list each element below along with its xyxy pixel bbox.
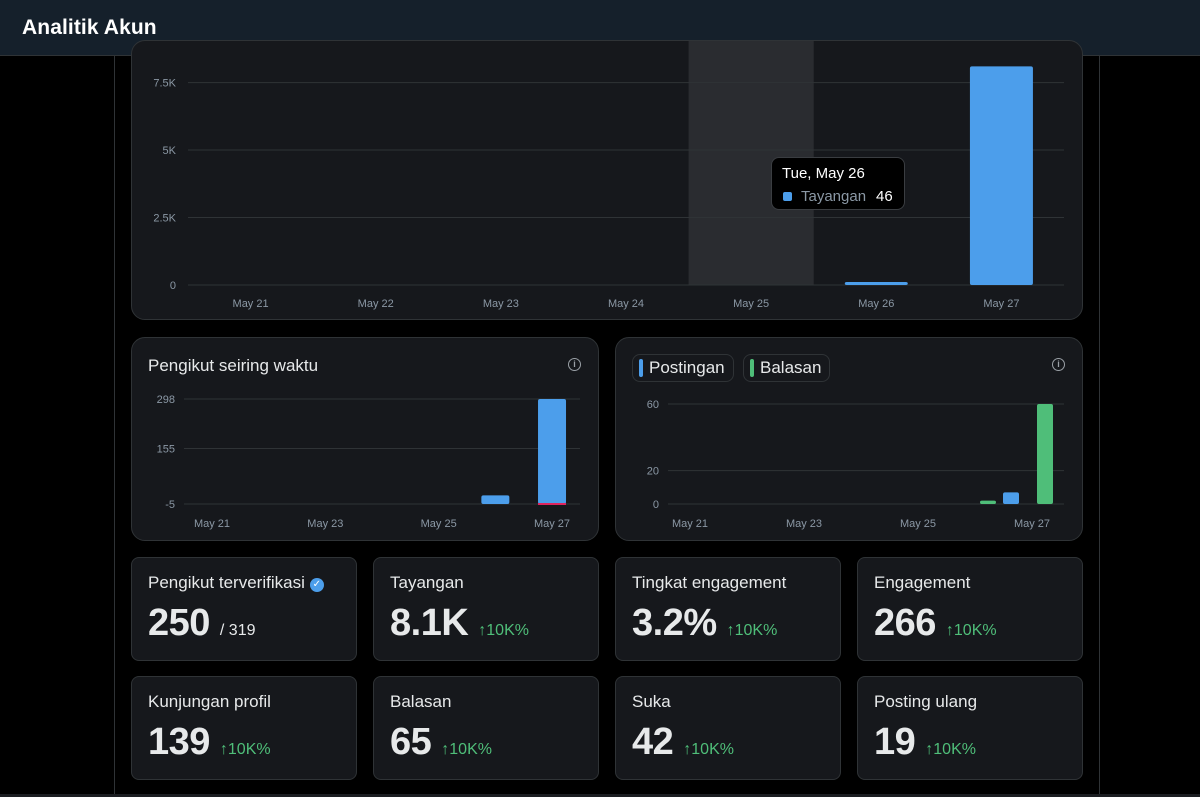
stat-label: Suka <box>632 692 671 711</box>
stat-delta: ↑10K% <box>925 741 976 758</box>
content-border-left <box>114 56 115 797</box>
stat-delta: ↑10K% <box>683 741 734 758</box>
verified-badge-icon: ✓ <box>309 578 324 592</box>
posts-chart[interactable]: 0 20 60 May 21 May 23 May 25 May 27 <box>616 338 1083 541</box>
stat-value-row: 8.1K ↑10K% <box>390 602 529 645</box>
x-tick-label: May 23 <box>786 518 822 530</box>
x-tick-label: May 27 <box>1014 518 1050 530</box>
stat-label: Balasan <box>390 692 452 711</box>
stat-value-row: 42 ↑10K% <box>632 721 734 764</box>
stat-total: / 319 <box>219 622 256 639</box>
stat-value-row: 266 ↑10K% <box>874 602 997 645</box>
stat-value: 8.1K <box>390 602 469 644</box>
x-tick-label: May 25 <box>733 298 769 310</box>
stat-card-engagement[interactable]: Engagement 266 ↑10K% <box>857 557 1083 661</box>
y-tick-label: 0 <box>653 499 659 511</box>
stat-label: Engagement <box>874 573 971 592</box>
stat-delta: ↑10K% <box>945 622 997 639</box>
y-tick-label: 60 <box>647 399 659 411</box>
stat-delta: ↑10K% <box>441 741 492 758</box>
y-tick-label: -5 <box>165 499 175 511</box>
bar-tayangan <box>844 282 908 285</box>
stat-value: 266 <box>874 602 936 644</box>
stat-value: 139 <box>148 721 210 763</box>
bottom-divider <box>0 794 1200 797</box>
stat-card-reposts[interactable]: Posting ulang 19 ↑10K% <box>857 676 1083 780</box>
x-tick-label: May 22 <box>358 298 394 310</box>
x-tick-label: May 21 <box>672 518 708 530</box>
y-tick-label: 7.5K <box>153 78 176 90</box>
tooltip-date: Tue, May 26 <box>782 165 865 182</box>
tooltip-label: Tayangan <box>801 188 867 205</box>
stat-label: Posting ulang <box>874 692 978 711</box>
bar-balasan <box>1037 404 1053 504</box>
stat-value: 19 <box>874 721 916 763</box>
x-tick-label: May 24 <box>608 298 644 310</box>
tooltip-swatch <box>783 192 792 201</box>
stat-label-text: Pengikut terverifikasi <box>148 573 305 592</box>
info-icon[interactable]: i <box>1052 358 1065 371</box>
stat-card-engagement-rate[interactable]: Tingkat engagement 3.2% ↑10K% <box>615 557 841 661</box>
legend-postingan[interactable]: Postingan <box>632 354 734 382</box>
stat-value-row: 250 / 319 <box>148 602 256 645</box>
y-tick-label: 5K <box>163 145 177 157</box>
x-tick-label: May 21 <box>194 518 230 530</box>
bar-followers <box>538 399 567 504</box>
stat-value: 42 <box>632 721 674 763</box>
stat-value-row: 19 ↑10K% <box>874 721 976 764</box>
stat-label: Kunjungan profil <box>148 692 271 711</box>
stat-delta: ↑10K% <box>219 741 271 758</box>
stat-label: Tingkat engagement <box>632 573 787 592</box>
y-tick-label: 20 <box>647 466 659 478</box>
y-tick-label: 155 <box>157 444 175 456</box>
stat-label: Tayangan <box>390 573 464 592</box>
bar-tayangan <box>969 66 1033 286</box>
legend-label-postingan: Postingan <box>649 358 725 377</box>
x-tick-label: May 23 <box>483 298 519 310</box>
stat-card-likes[interactable]: Suka 42 ↑10K% <box>615 676 841 780</box>
bar-followers-lost <box>538 503 567 505</box>
stat-label: Pengikut terverifikasi ✓ <box>148 573 324 593</box>
x-tick-label: May 25 <box>900 518 936 530</box>
impressions-chart[interactable]: 0 2.5K 5K 7.5K May 21 May 22 May 23 May 24 May 2… <box>132 41 1083 320</box>
tooltip-value: 46 <box>876 188 893 205</box>
legend-balasan[interactable]: Balasan <box>743 354 831 382</box>
legend-label-balasan: Balasan <box>760 358 822 377</box>
impressions-chart-panel: 0 2.5K 5K 7.5K May 21 May 22 May 23 May 24 May 2… <box>131 40 1083 320</box>
bar-postingan <box>1003 492 1019 504</box>
stat-value: 65 <box>390 721 432 763</box>
stat-delta: ↑10K% <box>478 622 529 639</box>
x-tick-label: May 21 <box>233 298 269 310</box>
followers-chart-panel: -5 155 298 May 21 May 23 May 25 May 27 Pengiku… <box>131 337 599 541</box>
x-tick-label: May 27 <box>983 298 1019 310</box>
stat-card-replies[interactable]: Balasan 65 ↑10K% <box>373 676 599 780</box>
stat-card-profile-visits[interactable]: Kunjungan profil 139 ↑10K% <box>131 676 357 780</box>
stat-card-impressions[interactable]: Tayangan 8.1K ↑10K% <box>373 557 599 661</box>
followers-chart[interactable]: -5 155 298 May 21 May 23 May 25 May 27 <box>132 338 599 541</box>
stat-value-row: 3.2% ↑10K% <box>632 602 777 645</box>
content-border-right <box>1099 56 1100 797</box>
bar-balasan <box>980 500 996 504</box>
stat-value: 3.2% <box>632 602 717 644</box>
stat-delta: ↑10K% <box>726 622 778 639</box>
stat-value-row: 65 ↑10K% <box>390 721 492 764</box>
y-tick-label: 2.5K <box>153 213 176 225</box>
x-tick-label: May 23 <box>307 518 343 530</box>
posts-chart-panel: 0 20 60 May 21 May 23 May 25 May 27 Postingan … <box>615 337 1083 541</box>
bar-followers <box>481 495 510 504</box>
x-tick-label: May 26 <box>858 298 894 310</box>
x-tick-label: May 25 <box>421 518 457 530</box>
chart-tooltip: Tue, May 26 Tayangan 46 <box>771 157 905 210</box>
page-title: Analitik Akun <box>22 16 157 39</box>
stat-value-row: 139 ↑10K% <box>148 721 271 764</box>
stat-card-verified-followers[interactable]: Pengikut terverifikasi ✓ 250 / 319 <box>131 557 357 661</box>
x-tick-label: May 27 <box>534 518 570 530</box>
followers-chart-title: Pengikut seiring waktu <box>148 356 319 375</box>
y-tick-label: 0 <box>170 280 176 292</box>
legend-swatch-postingan <box>639 359 643 377</box>
legend-swatch-balasan <box>750 359 754 377</box>
y-tick-label: 298 <box>157 394 175 406</box>
info-icon[interactable]: i <box>568 358 581 371</box>
stat-value: 250 <box>148 602 210 644</box>
